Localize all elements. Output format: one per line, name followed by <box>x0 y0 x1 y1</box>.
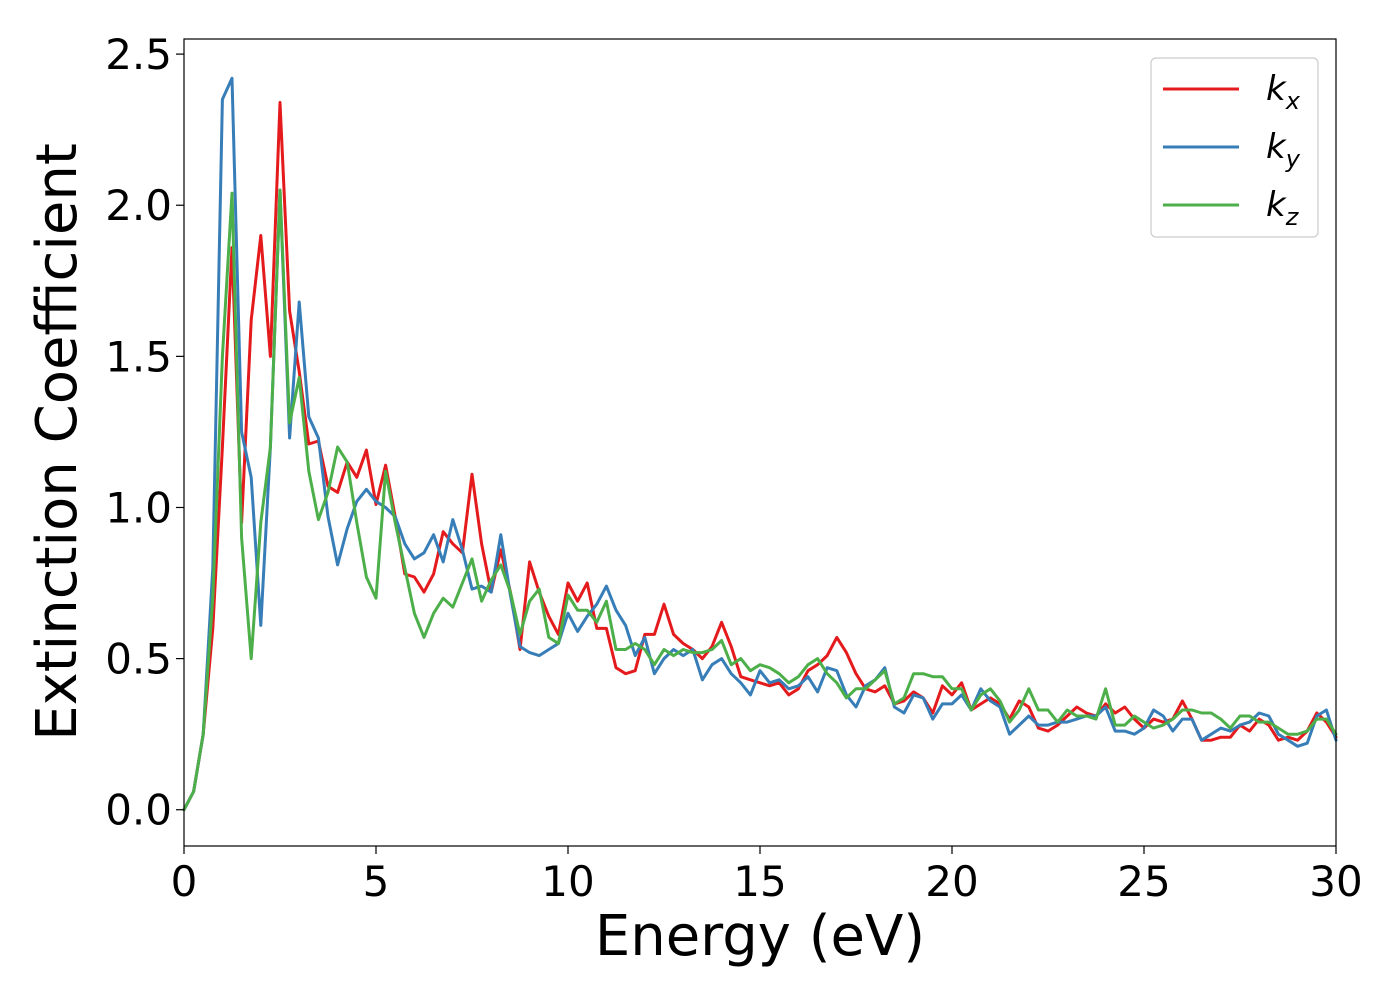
x-tick-label: 25 <box>1117 857 1170 906</box>
x-tick-label: 30 <box>1309 857 1362 906</box>
x-tick-label: 10 <box>541 857 594 906</box>
y-tick-label: 0.0 <box>105 786 172 835</box>
y-axis-label: Extinction Coefficient <box>25 143 90 741</box>
x-axis-label: Energy (eV) <box>595 904 925 969</box>
y-tick-label: 2.0 <box>105 181 172 230</box>
legend-label-y: ky <box>1266 127 1301 173</box>
y-tick-label: 2.5 <box>105 30 172 79</box>
y-tick-label: 1.5 <box>105 332 172 381</box>
x-axis-ticks: 0 5 10 15 20 25 30 <box>171 846 1363 906</box>
legend-label-x: kx <box>1266 69 1301 115</box>
y-axis-ticks: 0.0 0.5 1.0 1.5 2.0 2.5 <box>105 30 184 835</box>
x-tick-label: 20 <box>925 857 978 906</box>
x-tick-label: 15 <box>733 857 786 906</box>
series-line-y <box>182 76 1338 812</box>
x-tick-label: 0 <box>171 857 198 906</box>
x-tick-label: 5 <box>363 857 390 906</box>
legend: kx ky kz <box>1150 57 1319 238</box>
series-layer <box>182 76 1338 812</box>
legend-entries: kx ky kz <box>1163 69 1301 231</box>
legend-label-z: kz <box>1266 185 1300 231</box>
series-line-z <box>182 188 1338 812</box>
y-tick-label: 0.5 <box>105 635 172 684</box>
y-tick-label: 1.0 <box>105 483 172 532</box>
